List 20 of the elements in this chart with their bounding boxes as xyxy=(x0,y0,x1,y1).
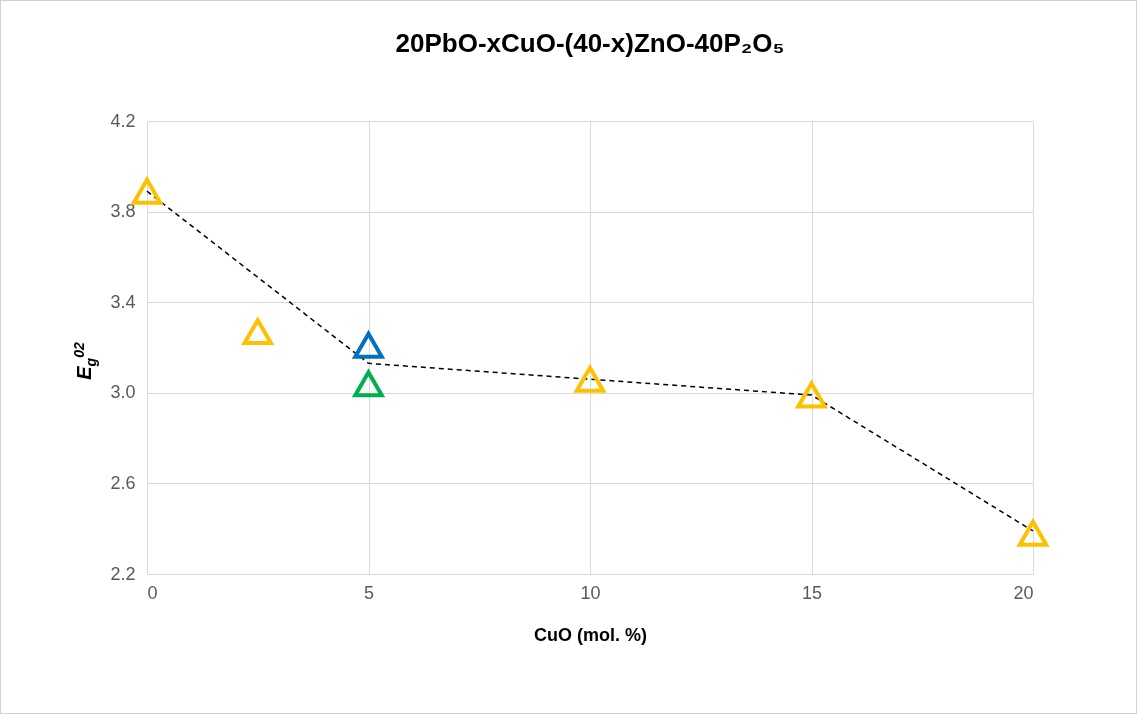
y-tick-label: 3.0 xyxy=(110,382,136,403)
point xyxy=(574,365,606,393)
chart-title: 20PbO-xCuO-(40-x)ZnO-40P₂O₅ xyxy=(395,28,785,58)
x-tick-label: 10 xyxy=(580,582,601,603)
point xyxy=(131,177,163,205)
y-tick-label: 4.2 xyxy=(110,110,136,131)
x-tick-label: 5 xyxy=(363,582,375,603)
x-tick-label: 0 xyxy=(147,582,158,603)
x-tick-label: 20 xyxy=(1013,582,1034,603)
point xyxy=(352,329,385,359)
point xyxy=(1017,519,1049,547)
x-axis-title: CuO (mol. %) xyxy=(534,624,647,645)
x-tick-label: 15 xyxy=(801,582,823,603)
y-tick-label: 2.6 xyxy=(110,472,136,493)
y-tick-label: 3.8 xyxy=(110,201,136,222)
point xyxy=(242,318,273,346)
y-tick-label: 3.4 xyxy=(110,291,136,312)
y-tick-label: 2.2 xyxy=(110,563,136,584)
point xyxy=(353,370,384,398)
point xyxy=(795,379,828,409)
